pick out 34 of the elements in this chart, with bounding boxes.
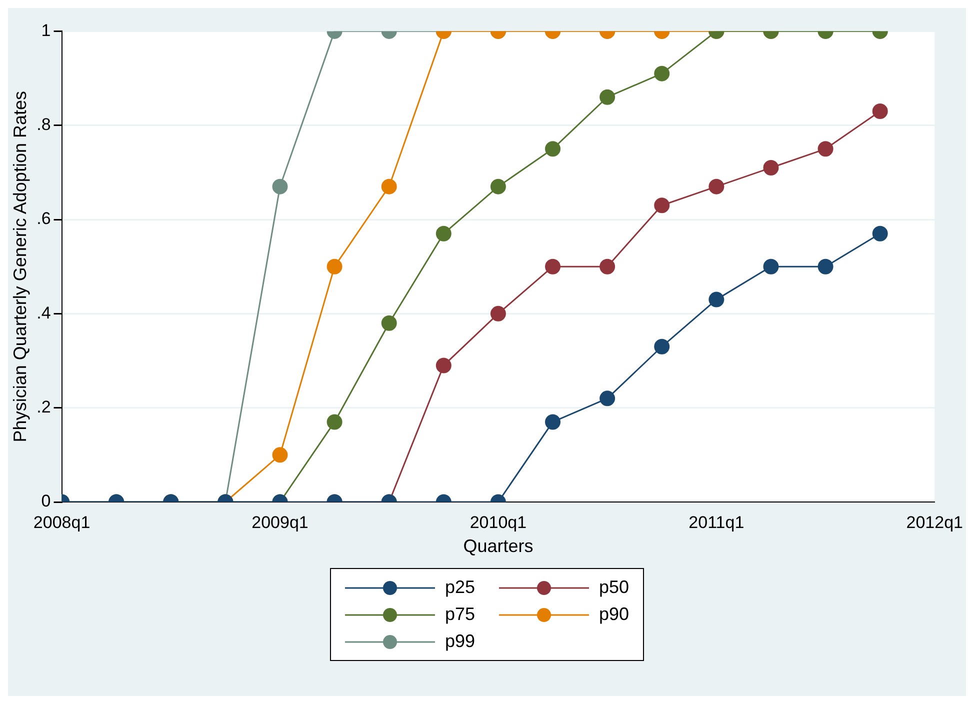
point — [272, 178, 288, 194]
y-axis-title: Physician Quarterly Generic Adoption Rates — [10, 91, 30, 442]
y-tick-label: .8 — [36, 115, 51, 134]
x-tick-label: 2010q1 — [470, 512, 527, 532]
point — [490, 306, 506, 322]
legend-label: p25 — [444, 577, 475, 598]
x-tick-label: 2009q1 — [252, 512, 308, 532]
point — [654, 338, 670, 354]
y-tick-label: .6 — [36, 209, 51, 228]
point — [708, 178, 724, 194]
point — [326, 258, 342, 274]
point — [436, 226, 452, 242]
point — [490, 178, 506, 194]
y-tick-label: .2 — [36, 398, 51, 417]
x-axis-title: Quarters — [463, 536, 534, 556]
point — [381, 178, 397, 194]
x-tick-label: 2008q1 — [33, 512, 90, 532]
y-tick-label: 0 — [41, 492, 51, 511]
legend-label: p75 — [444, 604, 475, 625]
y-tick-label: 1 — [41, 20, 51, 40]
point — [708, 292, 724, 308]
point — [818, 258, 834, 274]
x-tick-label: 2011q1 — [688, 512, 744, 532]
point — [872, 226, 888, 242]
point — [763, 258, 779, 274]
point — [545, 258, 561, 274]
legend-label: p50 — [599, 577, 630, 598]
x-tick-label: 2012q1 — [906, 512, 964, 532]
point — [381, 315, 397, 331]
point — [600, 258, 616, 274]
y-tick-label: .4 — [36, 303, 51, 322]
legend-label: p99 — [444, 631, 475, 652]
point — [654, 198, 670, 214]
legend-label: p90 — [599, 604, 630, 625]
